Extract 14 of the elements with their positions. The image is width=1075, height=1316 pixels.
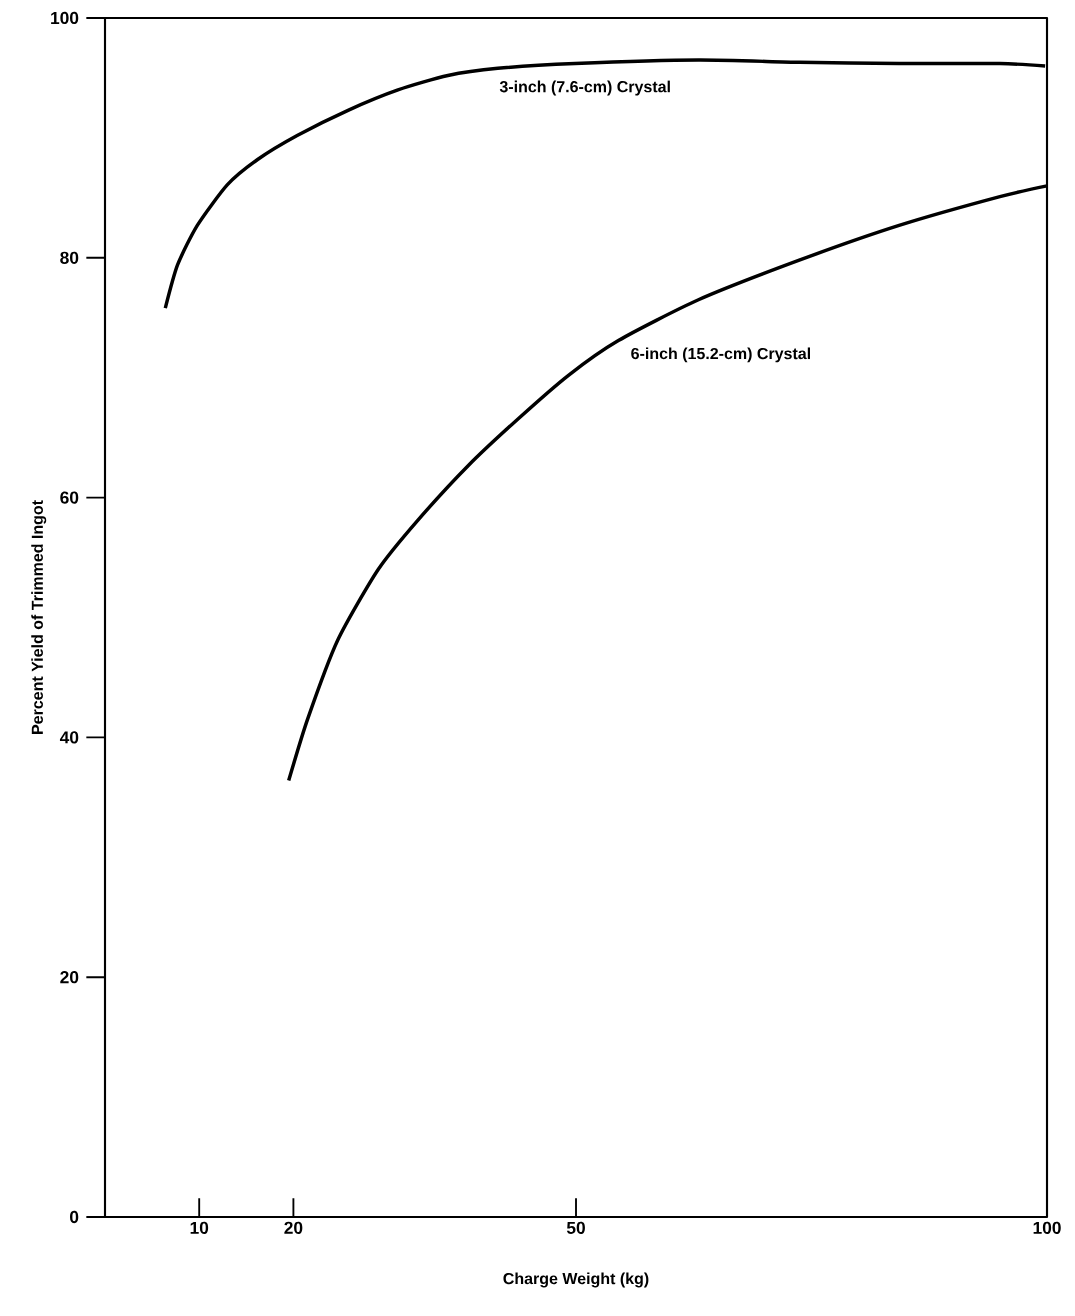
y-tick-label: 60 (60, 491, 79, 504)
y-tick-label: 80 (60, 251, 79, 264)
y-tick-label: 40 (59, 731, 79, 744)
y-tick-label: 100 (51, 11, 79, 25)
y-tick-label: 0 (70, 1210, 79, 1224)
x-axis-title: Charge Weight (kg) (503, 1272, 649, 1288)
x-tick-label: 50 (566, 1221, 585, 1234)
x-tick-label: 20 (284, 1221, 303, 1234)
y-axis-title: Percent Yield of Trimmed Ingot (31, 500, 47, 734)
series-label: 3-inch (7.6-cm) Crystal (499, 80, 670, 96)
y-tick-label: 20 (60, 971, 79, 984)
series-label: 6-inch (15.2-cm) Crystal (631, 347, 810, 363)
x-tick-label: 100 (1033, 1221, 1061, 1234)
x-tick-label: 10 (190, 1221, 209, 1234)
